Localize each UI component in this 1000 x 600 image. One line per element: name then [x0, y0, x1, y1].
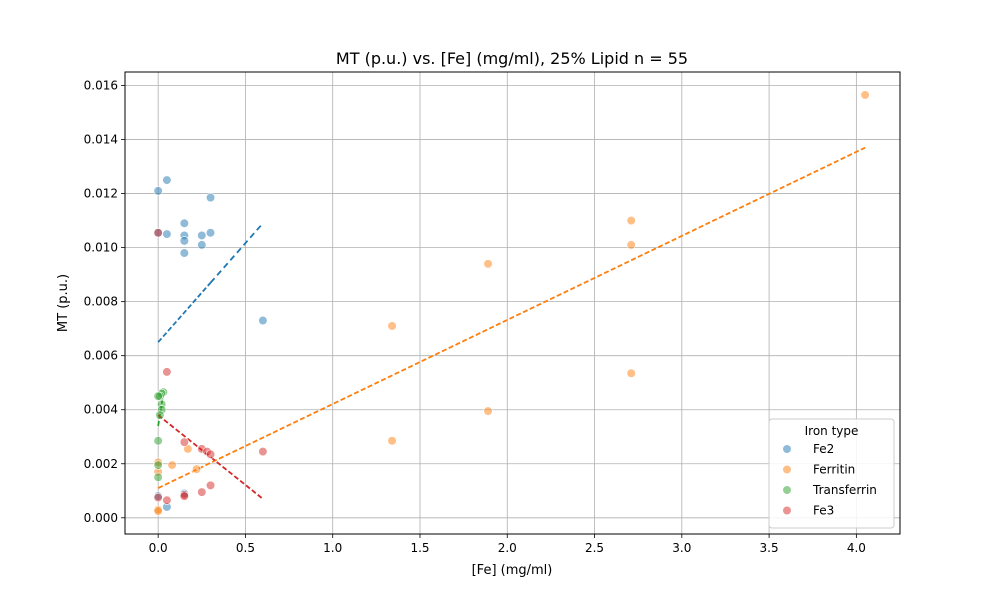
data-point-ferritin	[387, 321, 397, 331]
legend-entry-fe2: Fe2	[813, 442, 834, 456]
data-point-fe2	[205, 228, 216, 238]
data-point-fe2	[205, 193, 216, 203]
y-tick-label: 0.006	[84, 349, 118, 363]
data-point-fe2	[179, 218, 189, 228]
data-point-ferritin	[167, 460, 177, 470]
data-point-fe2	[197, 230, 207, 241]
y-tick-label: 0.004	[84, 403, 118, 417]
data-point-fe2	[162, 229, 172, 239]
chart-title: MT (p.u.) vs. [Fe] (mg/ml), 25% Lipid n …	[336, 49, 688, 68]
data-point-fe3	[179, 491, 189, 501]
legend-title: Iron type	[805, 424, 859, 438]
x-tick-label: 2.0	[498, 541, 517, 555]
legend-marker-ferritin	[782, 464, 792, 475]
x-tick-label: 3.0	[672, 541, 691, 555]
data-point-fe3	[197, 487, 207, 497]
legend-box	[768, 418, 895, 529]
data-point-ferritin	[191, 464, 202, 474]
data-point-fe2	[197, 240, 207, 250]
data-point-transferrin	[153, 472, 163, 482]
y-tick-label: 0.010	[84, 241, 118, 255]
y-axis-label: MT (p.u.)	[56, 274, 71, 332]
data-point-fe2	[179, 248, 189, 258]
data-point-fe3	[258, 446, 268, 457]
data-point-ferritin	[153, 506, 163, 516]
data-point-fe3	[153, 228, 163, 238]
legend-marker-transferrin	[782, 485, 792, 495]
legend-entry-ferritin: Ferritin	[813, 463, 855, 477]
data-point-ferritin	[626, 368, 636, 378]
data-point-fe3	[205, 480, 216, 490]
y-tick-label: 0.016	[84, 79, 118, 93]
y-tick-label: 0.012	[84, 187, 118, 201]
legend-marker-fe3	[782, 505, 792, 516]
data-point-transferrin	[153, 391, 163, 401]
data-point-fe2	[153, 186, 163, 196]
x-tick-label: 1.5	[410, 541, 429, 555]
data-point-ferritin	[626, 215, 636, 226]
axis-ticks: 0.0 0.5 1.0 1.5 2.0 2.5 3.0 3.5 4.0 0.000 0.002 0.0…	[84, 79, 866, 555]
legend-entry-transferrin: Transferrin	[812, 483, 877, 497]
data-point-ferritin	[626, 240, 636, 250]
data-point-fe2	[162, 175, 172, 185]
grid-lines	[125, 72, 900, 534]
y-tick-label: 0.000	[84, 511, 118, 525]
y-tick-label: 0.002	[84, 457, 118, 471]
data-point-ferritin	[483, 259, 493, 269]
data-points	[153, 90, 870, 516]
data-point-ferritin	[483, 406, 493, 416]
data-point-ferritin	[387, 436, 397, 446]
y-tick-label: 0.014	[84, 133, 118, 147]
fit-line-extension-fe2	[209, 222, 264, 284]
data-point-fe3	[179, 437, 189, 447]
legend-entry-fe3: Fe3	[813, 504, 834, 518]
data-point-transferrin	[153, 436, 163, 446]
data-point-transferrin	[155, 410, 165, 420]
fit-line-fe2	[157, 282, 212, 343]
plot-area-frame	[124, 71, 901, 535]
data-point-fe3	[162, 367, 172, 377]
x-tick-label: 1.0	[323, 541, 342, 555]
data-point-fe3	[205, 449, 216, 459]
y-tick-label: 0.008	[84, 295, 118, 309]
x-tick-label: 0.0	[149, 541, 168, 555]
data-point-fe3	[153, 492, 163, 503]
data-point-fe2	[179, 236, 189, 246]
x-tick-label: 0.5	[236, 541, 255, 555]
data-point-fe3	[162, 495, 172, 505]
legend: Iron type Fe2 Ferritin Transferrin Fe3	[768, 418, 895, 529]
x-tick-label: 3.5	[760, 541, 779, 555]
fit-line-ferritin	[157, 146, 866, 489]
x-tick-label: 4.0	[847, 541, 866, 555]
x-tick-label: 2.5	[585, 541, 604, 555]
data-point-transferrin	[153, 460, 163, 470]
x-axis-label: [Fe] (mg/ml)	[472, 563, 553, 578]
legend-marker-fe2	[782, 444, 792, 454]
data-point-ferritin	[860, 90, 870, 100]
data-point-fe2	[258, 315, 268, 326]
